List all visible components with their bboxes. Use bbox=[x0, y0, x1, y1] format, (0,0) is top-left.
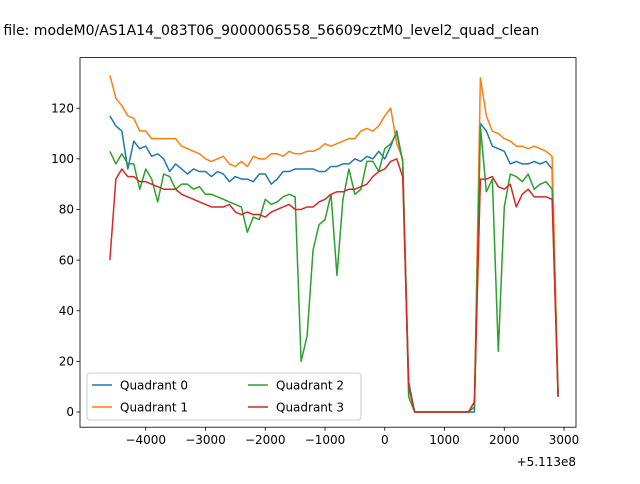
y-tick-label: 100 bbox=[51, 152, 74, 166]
y-tick-label: 20 bbox=[59, 355, 74, 369]
series-line-quadrant-0 bbox=[109, 115, 559, 413]
legend-label-quadrant-0: Quadrant 0 bbox=[120, 379, 188, 393]
legend-box bbox=[86, 372, 362, 421]
x-tick-label: 2000 bbox=[489, 433, 520, 447]
x-axis-offset-label: +5.113e8 bbox=[517, 455, 576, 469]
x-tick-label: −2000 bbox=[245, 433, 286, 447]
legend: Quadrant 0 Quadrant 1 Quadrant 2 Quadrant 3 bbox=[86, 372, 362, 421]
x-axis: −4000 −3000 −2000 −1000 0 1000 2000 3000 bbox=[125, 427, 579, 447]
series-line-quadrant-3 bbox=[109, 158, 559, 413]
plot-frame bbox=[79, 57, 577, 428]
y-tick-label: 80 bbox=[59, 203, 74, 217]
y-tick-label: 40 bbox=[59, 304, 74, 318]
plot-area bbox=[80, 57, 576, 428]
y-tick-label: 60 bbox=[59, 253, 74, 267]
x-tick-label: −1000 bbox=[305, 433, 346, 447]
chart-title: n file: modeM0/AS1A14_083T06_9000006558_… bbox=[0, 23, 539, 39]
y-tick-label: 120 bbox=[51, 101, 74, 115]
x-tick-label: −3000 bbox=[185, 433, 226, 447]
series-line-quadrant-1 bbox=[109, 75, 559, 413]
y-axis: 0 20 40 60 80 100 120 bbox=[51, 101, 80, 419]
x-tick-label: 0 bbox=[381, 433, 389, 447]
x-tick-label: 1000 bbox=[429, 433, 460, 447]
series-layer bbox=[109, 75, 559, 413]
legend-label-quadrant-2: Quadrant 2 bbox=[276, 379, 344, 393]
legend-label-quadrant-3: Quadrant 3 bbox=[276, 401, 344, 415]
legend-label-quadrant-1: Quadrant 1 bbox=[120, 401, 188, 415]
x-tick-label: 3000 bbox=[549, 433, 580, 447]
series-line-quadrant-2 bbox=[109, 125, 559, 413]
y-tick-label: 0 bbox=[66, 405, 74, 419]
x-tick-label: −4000 bbox=[125, 433, 166, 447]
